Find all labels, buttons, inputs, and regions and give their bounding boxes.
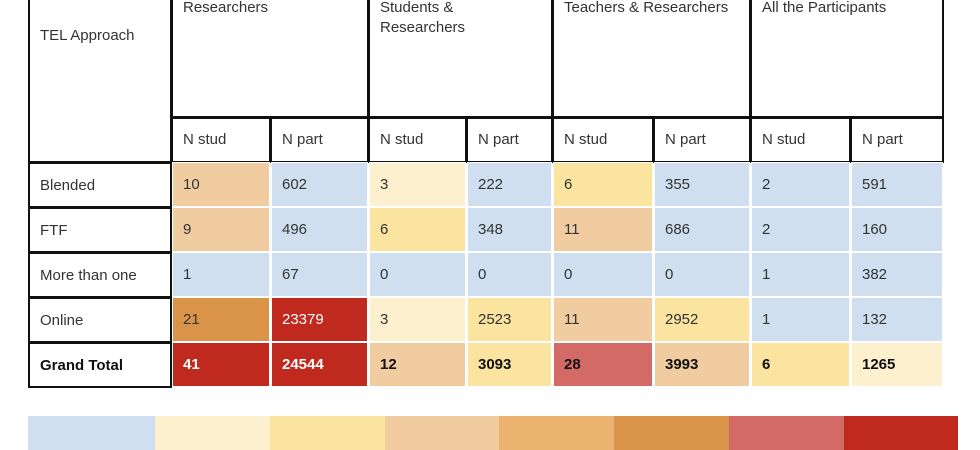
data-cell: 3993 (654, 342, 750, 387)
data-cell: 23379 (271, 297, 368, 342)
data-cell: 160 (851, 207, 943, 252)
color-scale-swatch (270, 416, 385, 450)
row-label: Online (28, 297, 172, 343)
data-cell: 602 (271, 162, 368, 207)
data-cell: 2 (751, 207, 850, 252)
color-scale-swatch (844, 416, 958, 450)
data-cell: 67 (271, 252, 368, 297)
data-cell: 41 (172, 342, 270, 387)
sub-header: N part (850, 117, 944, 163)
data-cell: 132 (851, 297, 943, 342)
data-cell: 6 (369, 207, 466, 252)
data-cell: 24544 (271, 342, 368, 387)
data-cell: 2523 (467, 297, 552, 342)
data-cell: 1 (751, 297, 850, 342)
data-cell: 21 (172, 297, 270, 342)
data-cell: 496 (271, 207, 368, 252)
data-cell: 0 (654, 252, 750, 297)
data-cell: 348 (467, 207, 552, 252)
sub-header: N part (653, 117, 751, 163)
data-cell: 1 (172, 252, 270, 297)
sub-header: N part (270, 117, 369, 163)
group-header: All the Participants (750, 0, 944, 118)
data-cell: 6 (553, 162, 653, 207)
data-cell: 11 (553, 297, 653, 342)
group-header: Researchers (171, 0, 369, 118)
data-cell: 1 (751, 252, 850, 297)
data-cell: 12 (369, 342, 466, 387)
data-cell: 9 (172, 207, 270, 252)
data-cell: 10 (172, 162, 270, 207)
data-cell: 0 (369, 252, 466, 297)
data-cell: 591 (851, 162, 943, 207)
data-cell: 3 (369, 297, 466, 342)
row-label: Blended (28, 162, 172, 208)
sub-header: N stud (750, 117, 851, 163)
color-scale-swatch (729, 416, 844, 450)
color-scale-swatch (155, 416, 270, 450)
data-cell: 11 (553, 207, 653, 252)
data-cell: 3093 (467, 342, 552, 387)
sub-header: N stud (368, 117, 467, 163)
group-header: Students & Researchers (368, 0, 553, 118)
sub-header: N part (466, 117, 553, 163)
data-cell: 355 (654, 162, 750, 207)
row-label: Grand Total (28, 342, 172, 388)
color-scale-swatch (28, 416, 155, 450)
data-cell: 0 (553, 252, 653, 297)
sub-header: N stud (171, 117, 271, 163)
color-scale-swatch (614, 416, 729, 450)
data-cell: 382 (851, 252, 943, 297)
data-cell: 2 (751, 162, 850, 207)
data-cell: 3 (369, 162, 466, 207)
data-cell: 0 (467, 252, 552, 297)
color-scale-swatch (499, 416, 614, 450)
data-cell: 2952 (654, 297, 750, 342)
sub-header: N stud (552, 117, 654, 163)
group-header: Teachers & Researchers (552, 0, 751, 118)
data-cell: 6 (751, 342, 850, 387)
data-cell: 222 (467, 162, 552, 207)
row-label-header: TEL Approach (28, 0, 172, 163)
row-label: FTF (28, 207, 172, 253)
row-label: More than one (28, 252, 172, 298)
color-scale-swatch (385, 416, 499, 450)
data-cell: 28 (553, 342, 653, 387)
data-cell: 1265 (851, 342, 943, 387)
data-cell: 686 (654, 207, 750, 252)
